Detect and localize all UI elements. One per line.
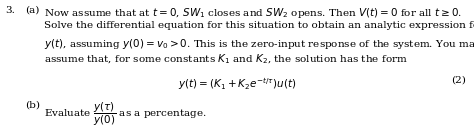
Text: (2): (2) — [451, 76, 466, 85]
Text: $y(t)$, assuming $y(0) = v_0 > 0$. This is the zero-input response of the system: $y(t)$, assuming $y(0) = v_0 > 0$. This … — [44, 37, 474, 51]
Text: (b): (b) — [25, 101, 40, 110]
Text: Evaluate $\dfrac{y(\tau)}{y(0)}$ as a percentage.: Evaluate $\dfrac{y(\tau)}{y(0)}$ as a pe… — [44, 101, 207, 128]
Text: Now assume that at $t = 0$, $SW_1$ closes and $SW_2$ opens. Then $V(t) = 0$ for : Now assume that at $t = 0$, $SW_1$ close… — [44, 6, 462, 20]
Text: 3.: 3. — [5, 6, 15, 15]
Text: $y(t) = (K_1 + K_2 e^{-t/\tau})u(t)$: $y(t) = (K_1 + K_2 e^{-t/\tau})u(t)$ — [178, 76, 296, 92]
Text: assume that, for some constants $K_1$ and $K_2$, the solution has the form: assume that, for some constants $K_1$ an… — [44, 53, 408, 66]
Text: (a): (a) — [25, 6, 39, 15]
Text: Solve the differential equation for this situation to obtain an analytic express: Solve the differential equation for this… — [44, 22, 474, 30]
